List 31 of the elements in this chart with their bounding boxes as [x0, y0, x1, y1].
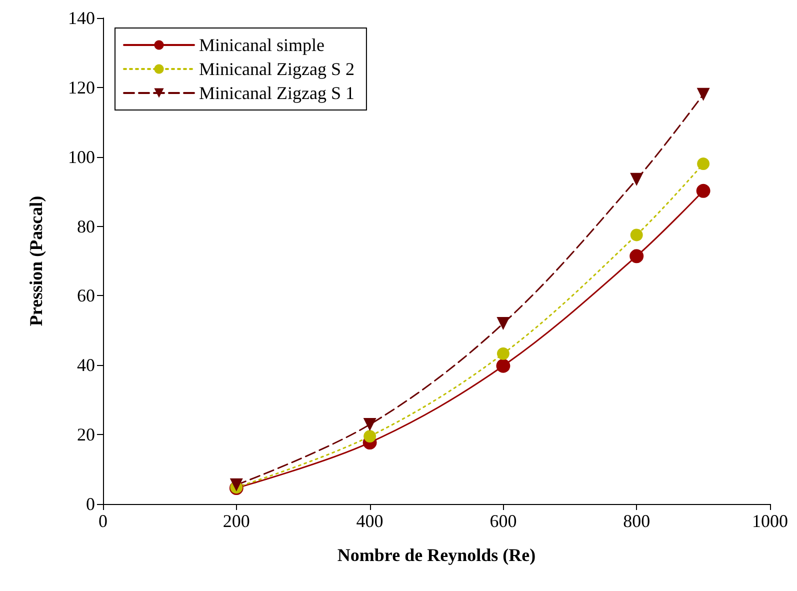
x-tick-label: 400: [356, 511, 384, 531]
x-axis-title: Nombre de Reynolds (Re): [337, 545, 536, 565]
point: [630, 249, 644, 264]
y-tick-label: 80: [77, 216, 95, 236]
x-tick-label: 600: [490, 511, 517, 531]
x-tick-label: 800: [623, 511, 650, 531]
point: [630, 228, 643, 242]
x-tick-label: 1000: [752, 511, 788, 531]
y-tick-label: 140: [68, 8, 95, 28]
point: [630, 172, 644, 186]
legend-label: Minicanal Zigzag S 2: [199, 59, 354, 79]
y-tick-label: 40: [77, 355, 95, 376]
y-tick-label: 0: [86, 494, 95, 514]
point: [696, 184, 710, 198]
point: [697, 158, 710, 170]
point: [363, 418, 376, 432]
y-tick-label: 20: [77, 424, 95, 445]
point: [496, 347, 510, 360]
legend-label: Minicanal Zigzag S 1: [199, 83, 354, 103]
y-axis-title: Pression (Pascal): [26, 196, 46, 326]
point: [230, 478, 243, 492]
point: [496, 316, 510, 330]
legend-label: Minicanal simple: [199, 35, 324, 55]
point: [496, 358, 510, 373]
y-tick-label: 120: [68, 77, 95, 98]
point: [696, 88, 710, 101]
x-tick-label: 200: [222, 511, 250, 531]
y-tick-label: 60: [77, 286, 95, 306]
point: [364, 430, 376, 443]
x-tick-label: 0: [98, 511, 108, 531]
y-tick-label: 100: [68, 146, 95, 167]
